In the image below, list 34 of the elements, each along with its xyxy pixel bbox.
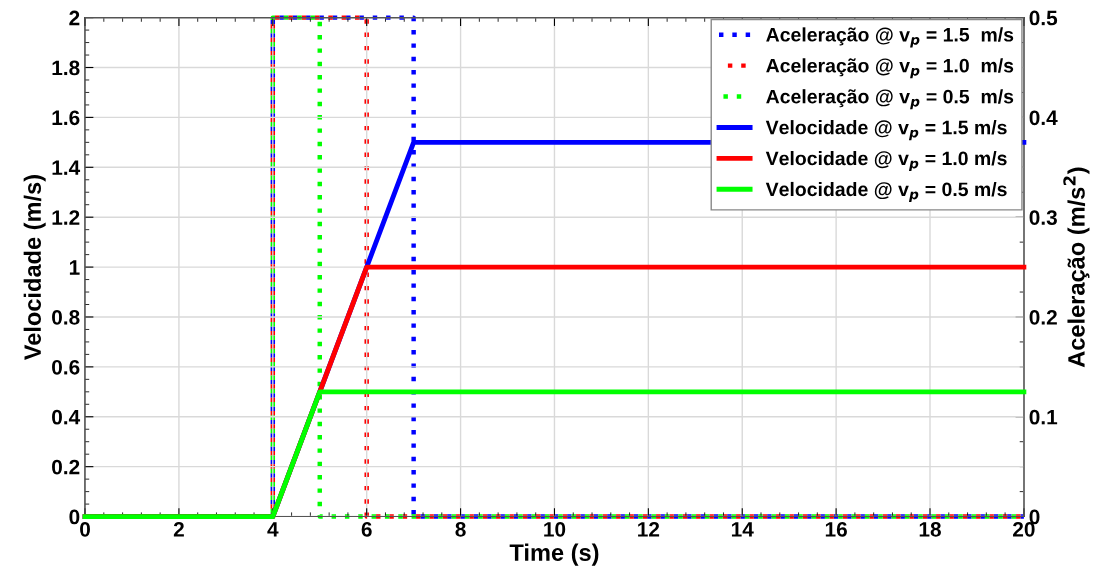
x-tick-label: 16 (825, 521, 847, 537)
legend-label: Velocidade @ v$_{p}$ = 1.0 m/s (765, 151, 1007, 172)
y-tick-label: 1.8 (52, 60, 80, 76)
y-axis-title: Velocidade (m/s) (23, 175, 46, 361)
y2-tick-label: 0.1 (1029, 409, 1058, 425)
x-tick-label: 6 (361, 521, 372, 537)
x-tick-label: 8 (455, 521, 466, 537)
y-tick-label: 2 (69, 10, 80, 26)
x-tick-label: 2 (173, 521, 184, 537)
x-tick-label: 14 (731, 522, 754, 537)
y-tick-label: 1 (69, 260, 80, 275)
y2-tick-label: 0.4 (1029, 110, 1058, 126)
y-tick-label: 0.8 (52, 309, 80, 325)
y-tick-label: 1.2 (52, 210, 80, 225)
x-axis-title: Time (s) (509, 543, 599, 566)
y-tick-label: 0.2 (52, 459, 80, 475)
y-tick-label: 1.6 (52, 110, 80, 126)
y2-tick-label: 0.3 (1029, 210, 1057, 225)
x-tick-label: 10 (544, 521, 566, 537)
y2-axis-title: Aceleração (m/s$^{2}$) (1063, 167, 1090, 368)
y2-tick-label: 0.2 (1029, 309, 1057, 325)
y-tick-label: 0 (69, 509, 80, 525)
y-tick-label: 0.4 (52, 409, 81, 425)
legend-label: Velocidade @ v$_{p}$ = 1.5 m/s (765, 120, 1007, 141)
legend-label: Aceleração @ v$_{p}$ = 1.0 m/s (766, 58, 1014, 79)
legend-label: Aceleração @ v$_{p}$ = 0.5 m/s (766, 89, 1014, 110)
x-tick-label: 4 (267, 522, 279, 537)
x-tick-label: 18 (919, 521, 941, 537)
legend-label: Aceleração @ v$_{p}$ = 1.5 m/s (766, 27, 1014, 48)
y-tick-label: 0.6 (52, 359, 80, 375)
y-tick-label: 1.4 (52, 160, 81, 175)
x-tick-label: 12 (638, 521, 660, 537)
y2-tick-label: 0.5 (1029, 10, 1058, 26)
legend-label: Velocidade @ v$_{p}$ = 0.5 m/s (765, 181, 1007, 203)
